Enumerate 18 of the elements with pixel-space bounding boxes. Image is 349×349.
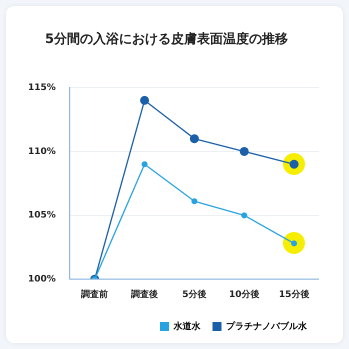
point [241, 212, 248, 218]
point [240, 146, 249, 156]
point [191, 198, 198, 204]
point [140, 96, 150, 105]
x-tick-label: 10分後 [228, 288, 260, 300]
legend-label: プラチナノバブル水 [226, 320, 308, 332]
chart-title: 5分間の入浴における皮膚表面温度の推移 [44, 31, 288, 48]
legend-label: 水道水 [172, 320, 202, 332]
y-tick-label: 100% [28, 274, 56, 285]
x-tick-label: 調査後 [130, 288, 160, 300]
x-tick-label: 5分後 [182, 288, 208, 300]
y-tick-label: 110% [28, 146, 56, 157]
point [142, 161, 148, 168]
y-tick-label: 105% [28, 210, 56, 221]
y-tick-label: 115% [28, 82, 56, 93]
x-tick-label: 15分後 [278, 288, 310, 300]
x-tick-label: 調査前 [80, 288, 108, 300]
point [190, 134, 199, 144]
